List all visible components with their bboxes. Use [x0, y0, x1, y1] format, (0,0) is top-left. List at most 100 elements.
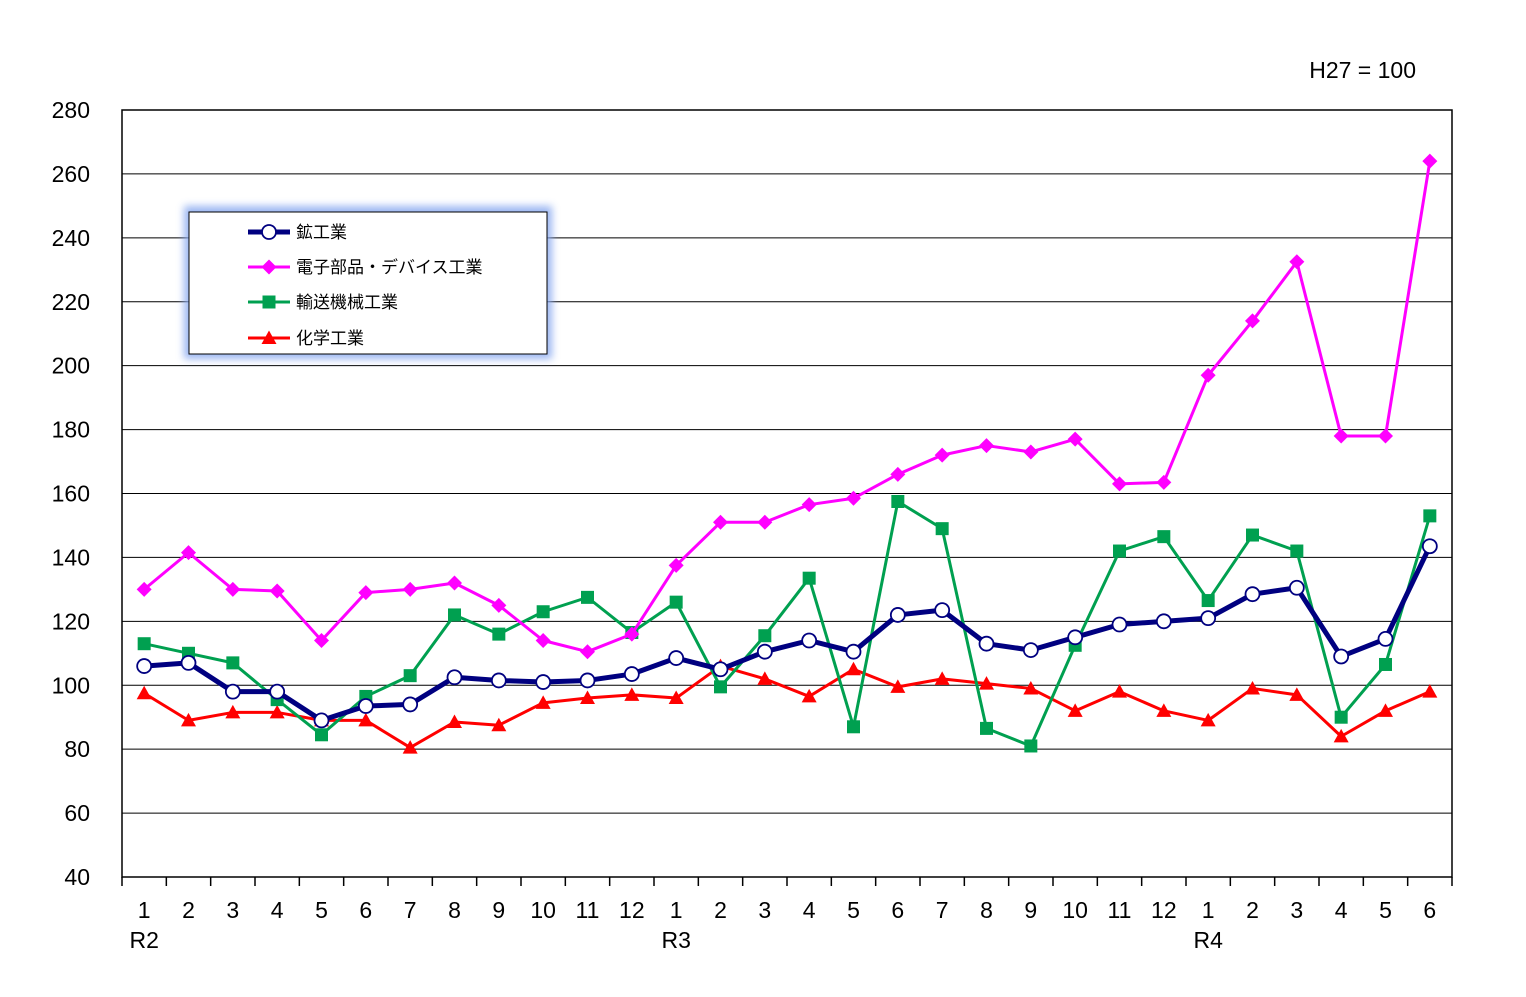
data-point — [714, 680, 727, 694]
data-point — [535, 674, 552, 690]
x-tick-label: 5 — [847, 897, 860, 923]
x-tick-label: 6 — [359, 897, 372, 923]
x-tick-label: 11 — [1108, 897, 1132, 923]
x-tick-label: 2 — [1246, 897, 1259, 923]
y-tick-label: 200 — [52, 353, 90, 379]
legend-swatch-marker — [261, 224, 277, 240]
x-tick-label: 3 — [226, 897, 239, 923]
data-point — [581, 590, 594, 604]
data-point — [934, 602, 951, 619]
x-tick-label: 5 — [315, 897, 328, 923]
data-point — [1422, 153, 1438, 169]
x-tick-label: 1 — [138, 897, 151, 923]
data-point — [1200, 712, 1216, 727]
data-point — [1155, 613, 1172, 630]
y-tick-label: 180 — [52, 417, 90, 443]
data-point — [1244, 586, 1261, 603]
data-point — [225, 704, 241, 719]
data-point — [491, 597, 507, 613]
x-tick-label: 6 — [1423, 897, 1436, 923]
data-point — [713, 514, 728, 530]
data-point — [402, 696, 419, 713]
data-point — [978, 635, 995, 652]
data-point — [1421, 538, 1438, 555]
data-point — [1157, 530, 1171, 544]
data-point — [1023, 444, 1039, 460]
x-tick-label: 5 — [1379, 897, 1392, 923]
data-point — [403, 669, 417, 683]
data-point — [668, 557, 684, 573]
data-point — [623, 666, 640, 682]
data-point — [1378, 703, 1393, 717]
data-point — [137, 637, 151, 651]
data-point — [889, 607, 906, 623]
data-point — [358, 712, 374, 727]
data-point — [1067, 629, 1084, 646]
data-point — [181, 712, 196, 727]
data-point — [447, 575, 462, 591]
data-point — [579, 672, 596, 689]
data-point — [580, 644, 595, 660]
data-point — [1422, 684, 1438, 698]
series-3 — [136, 658, 1438, 754]
data-point — [1288, 579, 1305, 596]
data-point — [935, 522, 949, 536]
legend-label: 電子部品・デバイス工業 — [296, 257, 483, 277]
data-point — [580, 690, 595, 705]
data-point — [668, 690, 684, 705]
data-point — [1022, 642, 1039, 658]
data-point — [1156, 703, 1172, 717]
data-point — [269, 683, 286, 700]
data-point — [1423, 509, 1437, 523]
x-tick-label: 6 — [891, 897, 904, 923]
data-point — [801, 497, 817, 513]
data-point — [225, 581, 241, 597]
data-point — [979, 438, 994, 454]
data-point — [446, 669, 463, 686]
data-point — [313, 712, 330, 729]
gridlines — [122, 173, 1452, 814]
x-tick-label: 4 — [1335, 897, 1348, 923]
legend-box — [188, 211, 548, 355]
x-tick-label: 1 — [670, 897, 683, 923]
series-0 — [136, 538, 1438, 729]
data-point — [226, 656, 240, 670]
legend-label: 化学工業 — [296, 329, 364, 348]
data-point — [358, 585, 374, 601]
data-point — [712, 661, 729, 678]
year-label: R2 — [129, 927, 158, 953]
base-year-annotation: H27 = 100 — [1309, 57, 1416, 83]
data-point — [448, 608, 461, 622]
data-point — [669, 595, 683, 609]
data-point — [758, 629, 772, 643]
y-tick-label: 120 — [52, 608, 90, 634]
data-point — [934, 447, 950, 463]
data-point — [802, 571, 816, 585]
data-point — [624, 687, 640, 701]
data-point — [1289, 687, 1305, 701]
data-point — [224, 683, 241, 700]
data-point — [136, 581, 152, 597]
data-point — [535, 695, 551, 709]
data-point — [136, 685, 152, 700]
data-point — [1245, 313, 1260, 329]
x-tick-label: 8 — [980, 897, 993, 923]
legend-swatch-marker — [261, 330, 277, 344]
data-point — [357, 698, 374, 714]
series-layer — [136, 153, 1438, 754]
data-point — [1024, 739, 1038, 753]
y-tick-label: 240 — [52, 225, 90, 251]
data-point — [801, 632, 818, 649]
year-label: R3 — [661, 927, 690, 953]
x-tick-label: 4 — [803, 897, 816, 923]
x-tick-label: 2 — [714, 897, 727, 923]
y-tick-label: 80 — [64, 736, 90, 762]
data-point — [1112, 684, 1127, 698]
y-tick-label: 160 — [52, 481, 90, 507]
data-point — [1156, 474, 1172, 490]
data-point — [846, 490, 861, 506]
y-tick-label: 280 — [52, 97, 90, 123]
